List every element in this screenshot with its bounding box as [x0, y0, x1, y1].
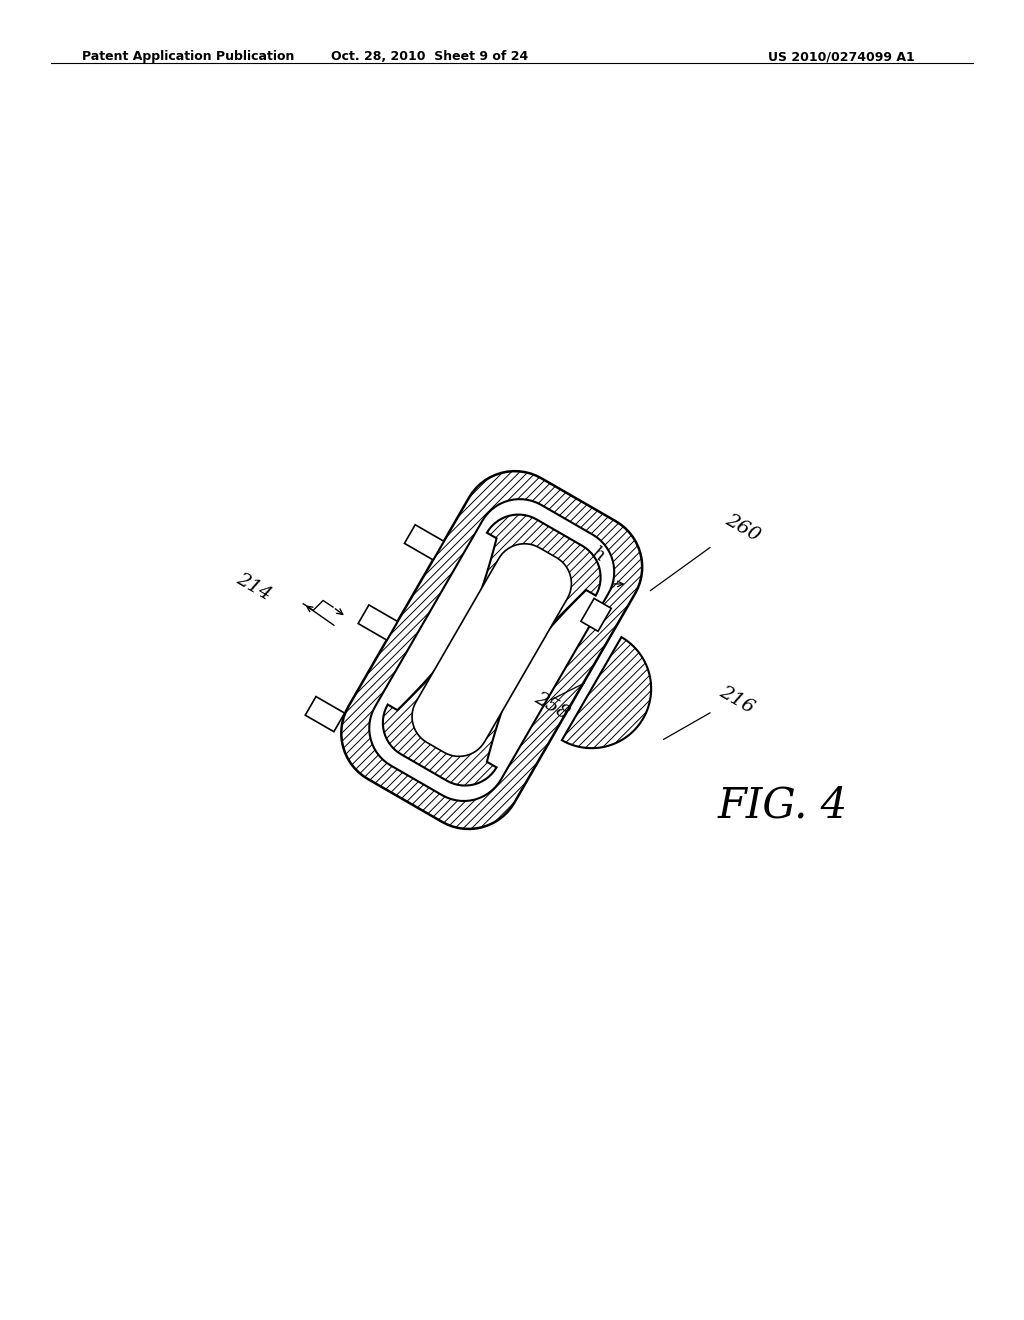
Polygon shape	[404, 525, 443, 560]
Text: FIG. 4: FIG. 4	[718, 784, 848, 826]
Text: 258: 258	[530, 689, 571, 723]
Text: 260: 260	[723, 511, 764, 545]
Polygon shape	[412, 544, 571, 756]
Text: US 2010/0274099 A1: US 2010/0274099 A1	[768, 50, 914, 63]
Text: Oct. 28, 2010  Sheet 9 of 24: Oct. 28, 2010 Sheet 9 of 24	[332, 50, 528, 63]
Text: 216: 216	[716, 682, 757, 717]
Polygon shape	[383, 515, 601, 785]
Polygon shape	[358, 605, 397, 640]
Text: 214: 214	[233, 570, 274, 605]
Polygon shape	[305, 697, 345, 731]
Polygon shape	[562, 638, 651, 748]
Polygon shape	[581, 598, 611, 631]
Polygon shape	[370, 499, 614, 801]
Text: h: h	[588, 544, 606, 565]
Text: Patent Application Publication: Patent Application Publication	[82, 50, 294, 63]
Polygon shape	[341, 471, 642, 829]
